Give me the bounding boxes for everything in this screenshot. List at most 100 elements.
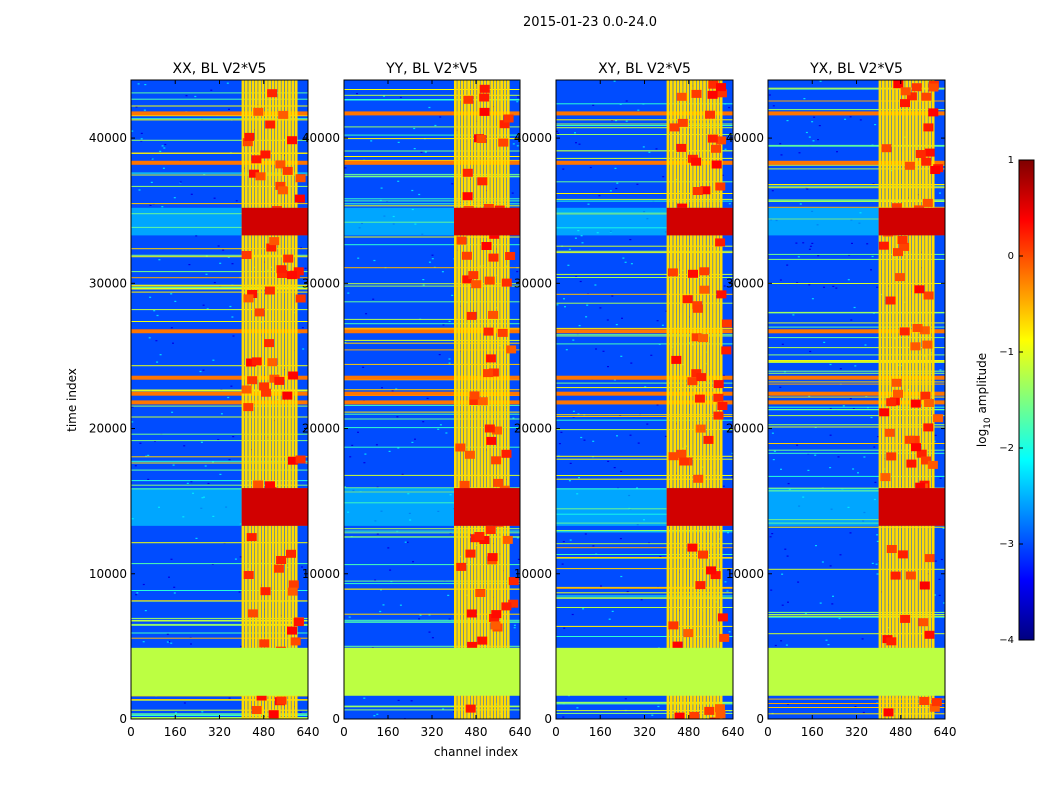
- flagged-band: [768, 647, 945, 696]
- noise-speck: [563, 298, 565, 300]
- channel-blob: [247, 376, 258, 385]
- noise-speck: [624, 261, 627, 263]
- bright-channel-column: [251, 80, 255, 719]
- bright-channel-column: [258, 80, 261, 719]
- noise-speck: [774, 644, 777, 647]
- rfi-line: [131, 277, 308, 279]
- noise-speck: [613, 379, 616, 381]
- channel-blob: [713, 411, 724, 420]
- channel-blob: [259, 382, 270, 391]
- noise-speck: [829, 467, 832, 469]
- channel-blob: [923, 423, 934, 432]
- rfi-block-core: [878, 488, 945, 526]
- noise-speck: [424, 151, 427, 153]
- rfi-line: [556, 557, 733, 558]
- bright-channel-column: [683, 80, 686, 719]
- rfi-line: [131, 185, 308, 187]
- x-tick-label: 320: [208, 725, 231, 739]
- noise-speck: [201, 711, 204, 713]
- noise-speck: [439, 424, 442, 426]
- channel-blob: [243, 571, 254, 579]
- rfi-line: [768, 611, 945, 613]
- channel-blob: [893, 389, 903, 398]
- channel-blob: [931, 698, 942, 707]
- noise-speck: [413, 127, 416, 130]
- noise-speck: [574, 132, 576, 134]
- rfi-line: [556, 547, 733, 549]
- noise-speck: [349, 456, 352, 458]
- heatmap-background: [556, 80, 733, 719]
- noise-speck: [363, 697, 366, 699]
- rfi-block-core: [241, 207, 308, 236]
- noise-speck: [625, 100, 628, 102]
- rfi-line: [344, 705, 520, 707]
- noise-speck: [864, 344, 867, 346]
- rfi-line: [556, 157, 733, 159]
- channel-blob: [674, 712, 685, 719]
- noise-speck: [365, 313, 368, 315]
- channel-blob: [479, 107, 490, 116]
- noise-speck: [420, 151, 423, 153]
- rfi-line: [768, 109, 945, 111]
- noise-speck: [656, 404, 659, 406]
- noise-speck: [857, 472, 859, 474]
- noise-speck: [411, 441, 414, 443]
- bright-channel-column: [908, 80, 912, 719]
- rfi-line: [768, 615, 945, 617]
- channel-blob: [466, 609, 477, 618]
- noise-speck: [805, 131, 808, 134]
- noise-speck: [650, 354, 653, 356]
- rfi-line: [556, 335, 733, 337]
- noise-speck: [614, 167, 617, 169]
- noise-speck: [589, 166, 592, 169]
- channel-blob: [465, 704, 476, 713]
- channel-blob: [707, 90, 718, 99]
- bright-channel-column: [294, 80, 298, 719]
- rfi-line: [344, 156, 520, 157]
- noise-speck: [621, 317, 623, 319]
- rfi-line: [344, 159, 520, 161]
- noise-speck: [260, 584, 263, 586]
- channel-blob: [910, 399, 921, 408]
- rfi-line: [344, 621, 520, 623]
- noise-speck: [907, 197, 910, 199]
- noise-speck: [682, 269, 685, 271]
- channel-blob: [459, 480, 470, 489]
- noise-speck: [147, 454, 150, 456]
- rfi-line: [344, 205, 520, 207]
- rfi-line: [768, 337, 945, 339]
- strong-rfi-line: [344, 391, 520, 396]
- channel-blob: [923, 399, 934, 407]
- rfi-line: [556, 587, 733, 589]
- rfi-line: [556, 193, 733, 194]
- noise-speck: [172, 464, 175, 466]
- channel-blob: [668, 452, 679, 461]
- rfi-line: [556, 302, 733, 304]
- rfi-line: [344, 173, 520, 175]
- noise-speck: [866, 243, 869, 245]
- rfi-line: [131, 92, 308, 94]
- noise-speck: [556, 304, 559, 306]
- rfi-line: [131, 139, 308, 141]
- bright-channel-column: [669, 80, 673, 719]
- rfi-line: [131, 695, 308, 697]
- rfi-line: [344, 138, 520, 140]
- noise-speck: [656, 320, 659, 322]
- rfi-line: [768, 616, 945, 618]
- channel-blob: [881, 144, 892, 153]
- rfi-line: [768, 443, 945, 444]
- bright-channel-column: [254, 80, 258, 719]
- noise-speck: [871, 562, 874, 564]
- bright-channel-column: [905, 80, 908, 719]
- noise-speck: [620, 355, 623, 357]
- y-tick-label: 0: [544, 712, 552, 726]
- strong-rfi-line: [768, 329, 945, 334]
- rfi-line: [344, 175, 520, 177]
- noise-speck: [219, 262, 222, 264]
- rfi-line: [131, 624, 308, 626]
- channel-blob: [264, 286, 275, 295]
- strong-rfi-line: [131, 160, 308, 165]
- channel-blob: [890, 571, 901, 580]
- noise-speck: [934, 560, 937, 562]
- noise-speck: [836, 151, 838, 153]
